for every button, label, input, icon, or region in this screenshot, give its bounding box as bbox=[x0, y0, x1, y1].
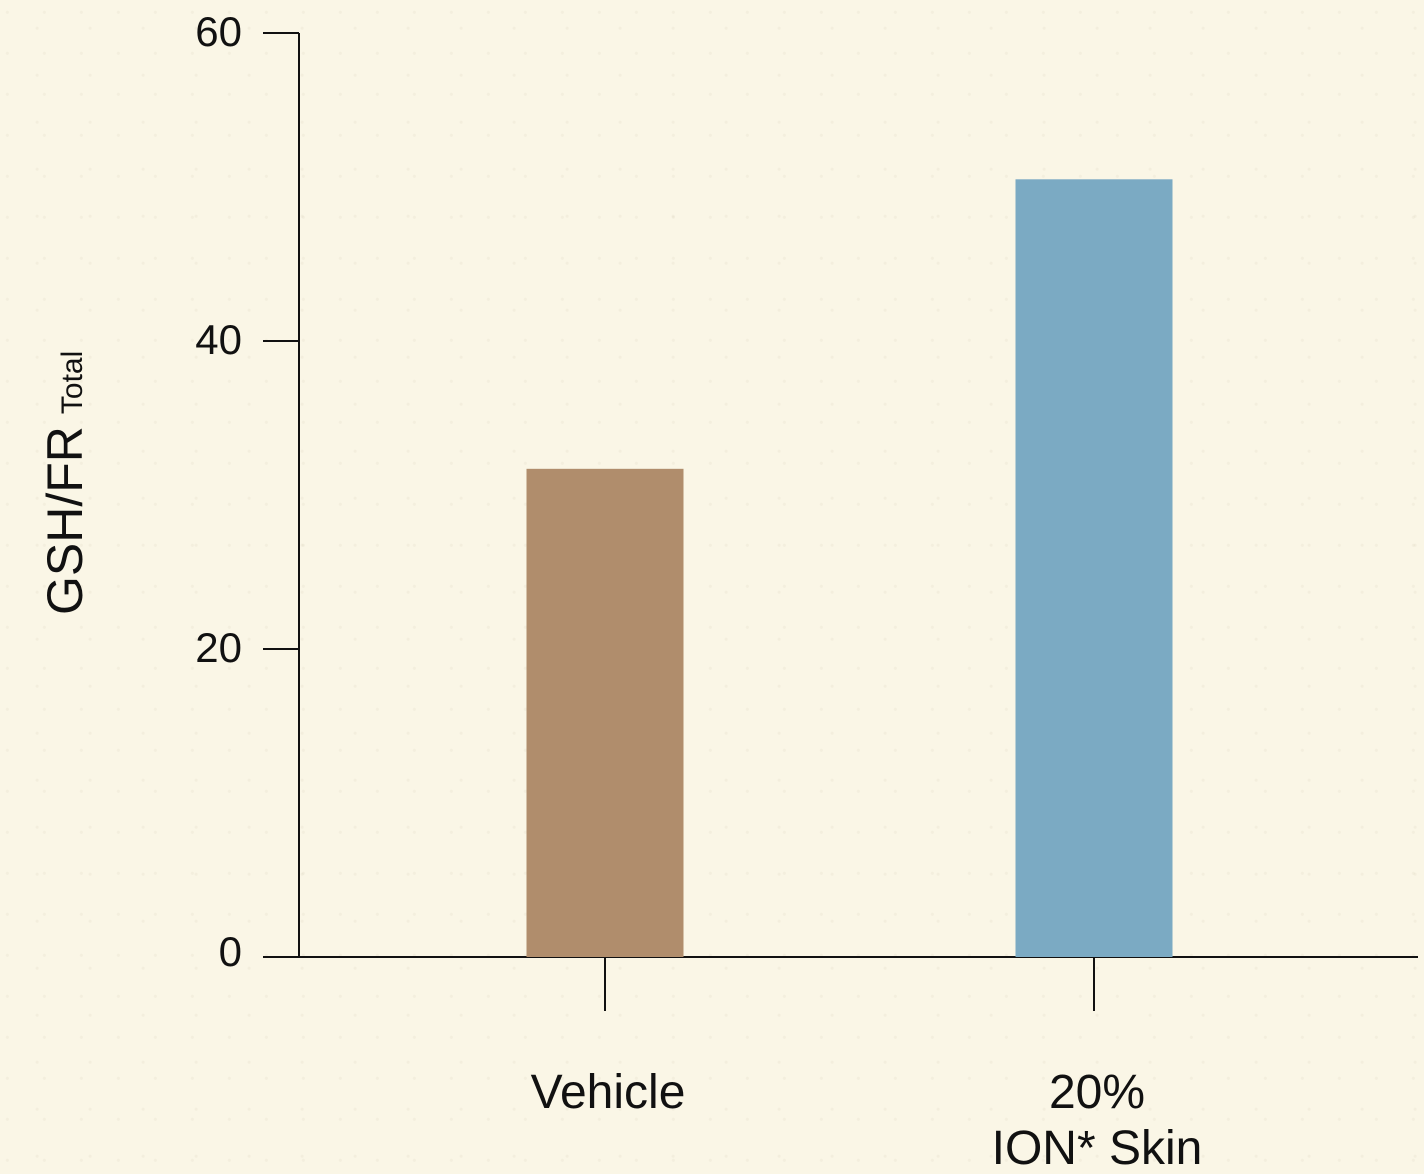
x-category-label-1-0: 20% bbox=[1049, 1066, 1145, 1119]
labels: Vehicle 20%ION* Skin bbox=[531, 1066, 1203, 1174]
bar-0 bbox=[526, 468, 684, 957]
y-tick-label-20: 20 bbox=[195, 624, 242, 671]
y-tick-label-0: 0 bbox=[219, 928, 242, 975]
axes: 0 20 40 60 bbox=[195, 8, 1418, 1011]
y-tick-label-40: 40 bbox=[195, 316, 242, 363]
y-tick-label-60: 60 bbox=[195, 8, 242, 55]
bars bbox=[526, 179, 1173, 958]
y-axis-label-subscript: Total bbox=[56, 351, 89, 414]
x-category-label-1-1: ION* Skin bbox=[992, 1122, 1203, 1169]
x-category-label-0-0: Vehicle bbox=[531, 1066, 686, 1119]
y-axis-label-main: GSH/FR bbox=[37, 426, 93, 615]
y-axis-label: GSH/FR Total bbox=[37, 351, 93, 615]
bar-1 bbox=[1015, 179, 1173, 958]
